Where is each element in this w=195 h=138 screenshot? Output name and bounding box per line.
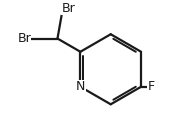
Text: Br: Br — [18, 32, 32, 45]
Text: N: N — [76, 80, 85, 93]
Text: Br: Br — [62, 2, 76, 15]
Text: F: F — [148, 80, 155, 93]
